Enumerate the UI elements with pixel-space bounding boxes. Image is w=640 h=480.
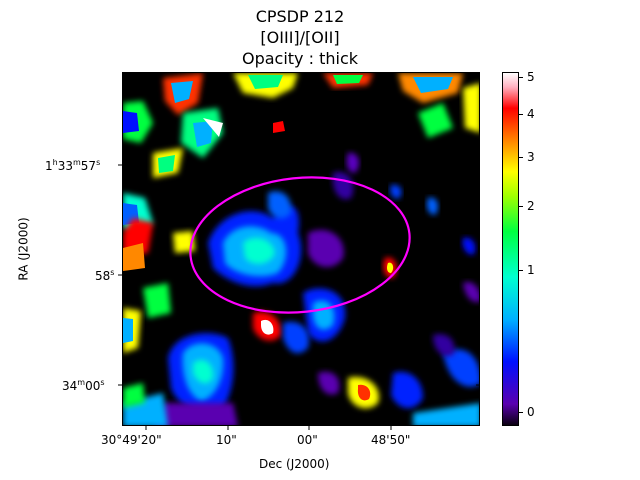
title-line-2: [OIII]/[OII] xyxy=(260,28,340,47)
emission-right-blobs xyxy=(383,184,479,387)
y-tick-label: 58s xyxy=(95,268,115,283)
y-tick-label: 34m00s xyxy=(62,378,105,393)
colorbar-tick-label: 4 xyxy=(527,107,535,121)
colorbar-tick xyxy=(519,77,523,78)
x-tick-label: 30°49'20" xyxy=(101,433,162,447)
x-tick-label: 00" xyxy=(297,433,318,447)
colorbar-tick xyxy=(519,114,523,115)
colorbar-tick-label: 0 xyxy=(527,405,535,419)
emission-central-cloud xyxy=(208,152,359,287)
colorbar-tick-label: 3 xyxy=(527,150,535,164)
y-tick-label: 1h33m57s xyxy=(45,158,101,173)
y-axis-label: RA (J2000) xyxy=(16,217,31,281)
colorbar-tick xyxy=(519,270,523,271)
title-line-3: Opacity : thick xyxy=(241,49,359,68)
colorbar-tick xyxy=(519,206,523,207)
colorbar-tick xyxy=(519,412,523,413)
x-tick-label: 10" xyxy=(216,433,237,447)
colorbar xyxy=(502,72,519,426)
emission-top-left xyxy=(123,73,223,353)
colorbar-tick-label: 2 xyxy=(527,199,535,213)
colorbar-tick xyxy=(519,157,523,158)
emission-lower-clouds xyxy=(123,288,479,425)
aperture-ellipse xyxy=(189,176,411,314)
colorbar-tick-label: 1 xyxy=(527,263,535,277)
title-line-1: CPSDP 212 xyxy=(255,7,345,26)
x-axis-label: Dec (J2000) xyxy=(259,457,330,471)
ratio-map-image xyxy=(122,72,480,426)
ratio-map-svg xyxy=(123,73,479,425)
x-tick-label: 48'50" xyxy=(371,433,411,447)
emission-top-edge xyxy=(233,73,479,138)
colorbar-tick-label: 5 xyxy=(527,70,535,84)
